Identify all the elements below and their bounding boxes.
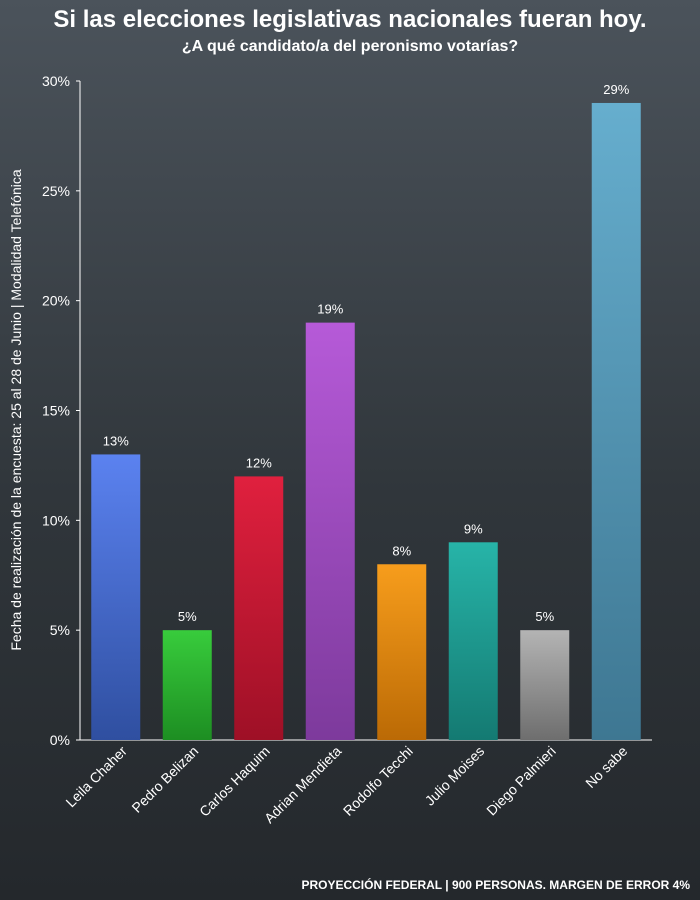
- bar-value-label: 9%: [464, 521, 483, 536]
- bar-value-label: 13%: [103, 433, 129, 448]
- bar-value-label: 19%: [317, 302, 343, 317]
- x-tick-label: Julio Moises: [422, 743, 488, 809]
- x-tick-label: Leila Chaher: [62, 743, 130, 811]
- bar-no-sabe: [591, 102, 641, 740]
- bar-leila-chaher: [91, 454, 141, 740]
- y-tick-label: 5%: [50, 622, 70, 638]
- bar-value-label: 29%: [603, 82, 629, 97]
- y-tick-label: 20%: [42, 293, 70, 309]
- bar-value-label: 5%: [178, 609, 197, 624]
- bar-rodolfo-tecchi: [377, 564, 427, 740]
- y-tick-label: 0%: [50, 732, 70, 748]
- bar-pedro-belizan: [162, 630, 212, 740]
- x-tick-label: Adrian Mendieta: [261, 743, 345, 827]
- bar-value-label: 8%: [392, 543, 411, 558]
- footer-note: PROYECCIÓN FEDERAL | 900 PERSONAS. MARGE…: [301, 878, 690, 892]
- x-tick-label: Rodolfo Tecchi: [340, 743, 416, 819]
- bars: [91, 102, 641, 740]
- chart-title: Si las elecciones legislativas nacionale…: [53, 6, 647, 33]
- bar-adrian-mendieta: [305, 322, 355, 740]
- bar-carlos-haquim: [234, 476, 284, 740]
- bar-diego-palmieri: [520, 630, 570, 740]
- y-tick-label: 10%: [42, 512, 70, 528]
- y-tick-label: 25%: [42, 183, 70, 199]
- x-tick-label: No sabe: [582, 743, 630, 791]
- x-tick-label: Diego Palmieri: [483, 743, 559, 819]
- bar-value-label: 5%: [535, 609, 554, 624]
- bar-value-labels: 13% 5% 12% 19% 8% 9% 5% 29%: [103, 82, 630, 624]
- x-tick-label: Carlos Haquim: [196, 743, 273, 820]
- y-tick-label: 15%: [42, 403, 70, 419]
- y-tick-label: 30%: [42, 73, 70, 89]
- y-axis-ticks: 0% 5% 10% 15% 20% 25% 30%: [42, 73, 80, 748]
- chart-subtitle: ¿A qué candidato/a del peronismo votaría…: [181, 38, 519, 55]
- x-tick-label: Pedro Belizan: [128, 743, 201, 816]
- bar-julio-moises: [448, 542, 498, 740]
- bar-value-label: 12%: [246, 455, 272, 470]
